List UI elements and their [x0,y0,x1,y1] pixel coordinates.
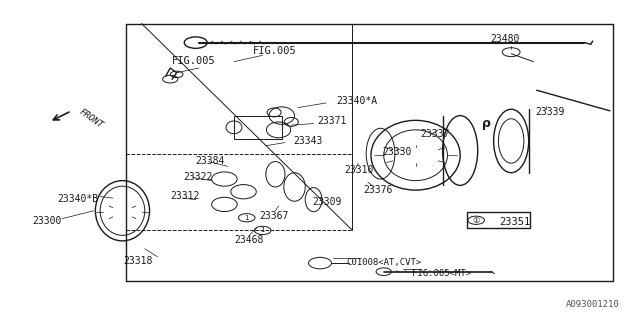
Text: 23339: 23339 [536,108,564,117]
Text: 23468: 23468 [234,235,263,245]
Text: 23312: 23312 [170,191,200,202]
Text: FRONT: FRONT [78,108,105,130]
Text: 1: 1 [260,228,265,233]
Text: 23367: 23367 [259,211,289,220]
Text: 23300: 23300 [32,216,61,226]
Text: 23322: 23322 [183,172,212,182]
Text: FIG.005: FIG.005 [172,56,216,66]
Text: FIG.005<MT>: FIG.005<MT> [412,269,472,278]
Text: 23480: 23480 [491,34,520,44]
Text: ①: ① [472,216,480,225]
Text: 23351: 23351 [500,218,531,228]
Text: 23330: 23330 [383,147,412,157]
FancyBboxPatch shape [467,212,531,228]
Text: 23343: 23343 [293,136,323,146]
Text: 23310: 23310 [344,165,374,175]
Text: 23318: 23318 [124,256,153,266]
Text: 23371: 23371 [317,116,346,126]
Text: 23340*B: 23340*B [58,194,99,204]
Text: ρ: ρ [483,117,492,130]
Text: 23340*A: 23340*A [336,96,377,106]
Text: C01008<AT,CVT>: C01008<AT,CVT> [347,258,422,267]
Text: A093001210: A093001210 [566,300,620,309]
Text: 1: 1 [244,215,249,221]
Text: 23337: 23337 [420,129,450,139]
Bar [234,116,282,140]
Text: FIG.005: FIG.005 [253,45,297,56]
Text: 23384: 23384 [196,156,225,166]
Text: 23309: 23309 [312,197,342,207]
Text: 23376: 23376 [364,185,393,195]
